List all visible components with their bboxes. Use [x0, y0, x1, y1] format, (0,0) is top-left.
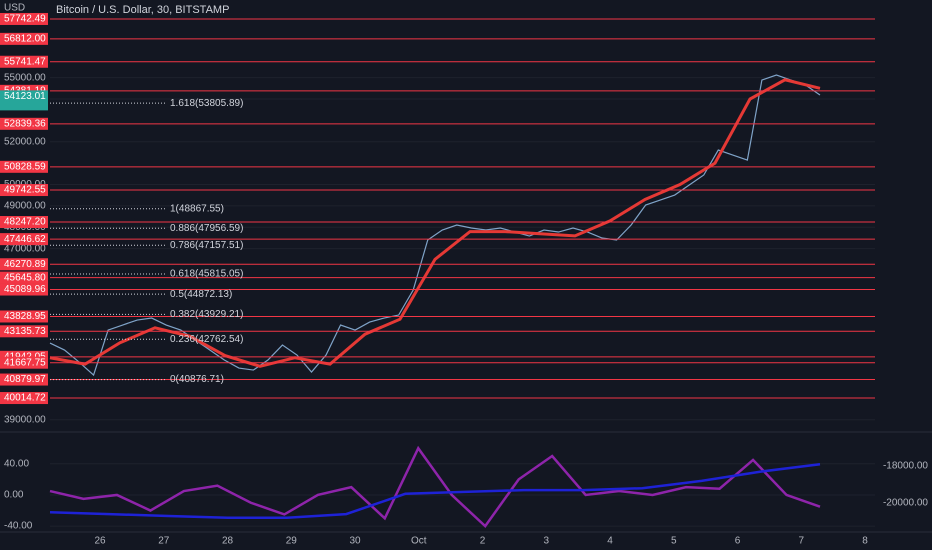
current-price-label: 54123.01 [4, 91, 46, 102]
level-tag [0, 392, 48, 405]
price-line [49, 74, 821, 377]
level-label: 49742.55 [4, 185, 46, 196]
level-label: 52839.36 [4, 118, 46, 129]
level-label: 55741.47 [4, 56, 46, 67]
level-label: 57742.49 [4, 14, 46, 25]
fib-label: 0(40876.71) [170, 374, 224, 385]
x-tick-label: 5 [671, 536, 677, 547]
level-tag [0, 356, 48, 369]
currency: USD [4, 3, 25, 14]
level-label: 45089.96 [4, 284, 46, 295]
level-label: 41667.75 [4, 357, 46, 368]
y-tick-label: 39000.00 [4, 414, 46, 425]
level-tag [0, 184, 48, 197]
level-label: 48247.20 [4, 217, 46, 228]
level-tag [0, 12, 48, 25]
x-tick-label: 3 [543, 536, 549, 547]
fib-label: 0.618(45815.05) [170, 269, 243, 280]
y2-tick-label: -18000.00 [883, 461, 928, 472]
fib-label: 0.236(42762.54) [170, 334, 243, 345]
level-tag [0, 283, 48, 296]
fib-label: 0.5(44872.13) [170, 289, 232, 300]
level-label: 46270.89 [4, 259, 46, 270]
x-tick-label: 8 [862, 536, 868, 547]
fib-label: 0.382(43929.21) [170, 309, 243, 320]
fib-label: 1.618(53805.89) [170, 98, 243, 109]
y-tick-label: 52000.00 [4, 136, 46, 147]
x-tick-label: 7 [798, 536, 804, 547]
level-label: 43135.73 [4, 326, 46, 337]
x-tick-label: 4 [607, 536, 613, 547]
level-tag [0, 160, 48, 173]
level-label: 56812.00 [4, 34, 46, 45]
level-tag [0, 325, 48, 338]
y-tick-label: 49000.00 [4, 201, 46, 212]
symbol-title: Bitcoin / U.S. Dollar, 30, BITSTAMP [56, 4, 229, 16]
moving-average [49, 78, 821, 368]
level-label: 40879.97 [4, 374, 46, 385]
level-tag [0, 258, 48, 271]
fib-label: 0.786(47157.51) [170, 240, 243, 251]
level-label: 47446.62 [4, 234, 46, 245]
x-tick-label: 29 [286, 536, 298, 547]
x-tick-label: 6 [735, 536, 741, 547]
y2-tick-label: -20000.00 [883, 498, 928, 509]
level-tag [0, 310, 48, 323]
level-tag [0, 32, 48, 45]
level-label: 50828.59 [4, 161, 46, 172]
y-tick-label: -40.00 [4, 521, 33, 532]
x-tick-label: 27 [158, 536, 170, 547]
level-tag [0, 233, 48, 246]
level-label: 43828.95 [4, 311, 46, 322]
y-tick-label: 55000.00 [4, 72, 46, 83]
cumulative-line [49, 462, 821, 520]
level-tag [0, 271, 48, 284]
y-tick-label: 47000.00 [4, 243, 46, 254]
oscillator-line [49, 445, 821, 528]
fib-label: 0.886(47956.59) [170, 223, 243, 234]
x-tick-label: 30 [349, 536, 361, 547]
y-tick-label: 40.00 [4, 458, 29, 469]
fib-label: 1(48867.55) [170, 203, 224, 214]
current-price-tag [0, 90, 48, 111]
level-tag [0, 55, 48, 68]
level-tag [0, 216, 48, 229]
x-tick-label: 2 [480, 536, 486, 547]
x-tick-label: 28 [222, 536, 234, 547]
level-label: 40014.72 [4, 393, 46, 404]
x-tick-label: Oct [411, 536, 427, 547]
level-tag [0, 117, 48, 130]
level-label: 45645.80 [4, 272, 46, 283]
y-tick-label: 0.00 [4, 490, 24, 501]
level-tag [0, 373, 48, 386]
x-tick-label: 26 [94, 536, 106, 547]
